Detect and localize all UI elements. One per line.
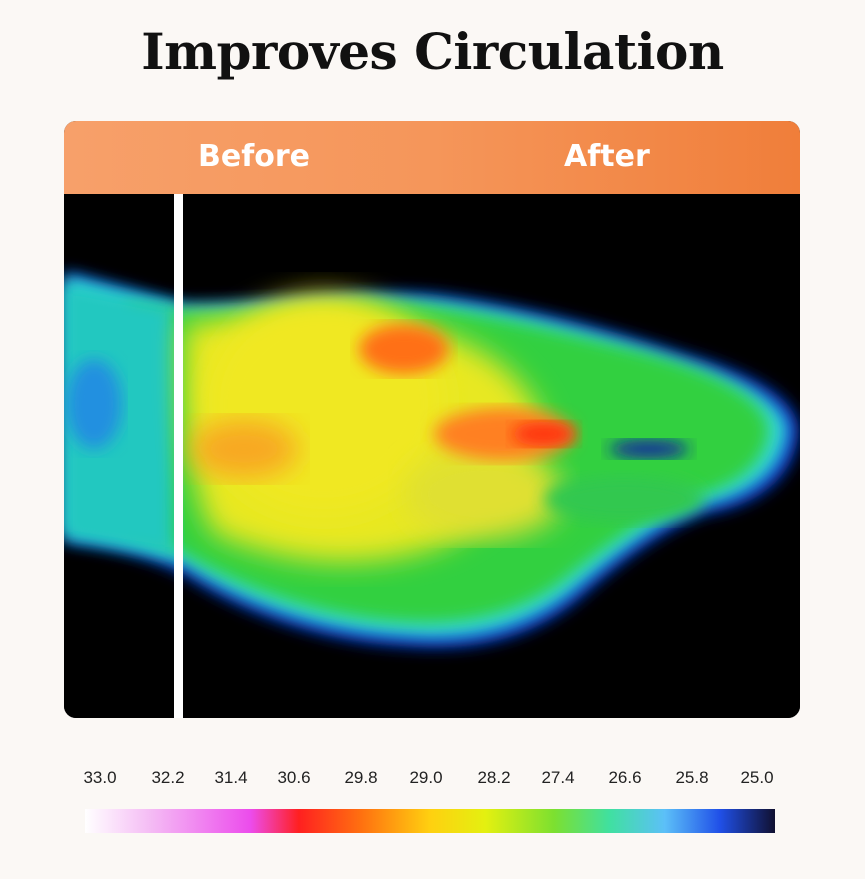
before-after-divider[interactable] (174, 194, 183, 718)
thermal-comparison-card: Before After (64, 121, 800, 718)
after-label: After (564, 139, 650, 174)
scale-tick: 29.8 (344, 768, 378, 787)
scale-tick: 30.6 (277, 768, 311, 787)
before-label: Before (198, 139, 311, 174)
scale-tick: 31.4 (214, 768, 248, 787)
temperature-scale-labels: 33.0 32.2 31.4 30.6 29.8 29.0 28.2 27.4 … (80, 768, 780, 792)
scale-tick: 26.6 (608, 768, 642, 787)
scale-tick: 25.0 (740, 768, 774, 787)
scale-tick: 28.2 (477, 768, 511, 787)
scale-tick: 32.2 (151, 768, 185, 787)
thermal-foot-image (64, 194, 800, 718)
temperature-colorbar (85, 809, 775, 833)
scale-tick: 27.4 (541, 768, 575, 787)
scale-tick: 29.0 (409, 768, 443, 787)
comparison-header: Before After (64, 121, 800, 194)
scale-tick: 33.0 (83, 768, 117, 787)
page-title: Improves Circulation (141, 22, 724, 81)
scale-tick: 25.8 (675, 768, 709, 787)
